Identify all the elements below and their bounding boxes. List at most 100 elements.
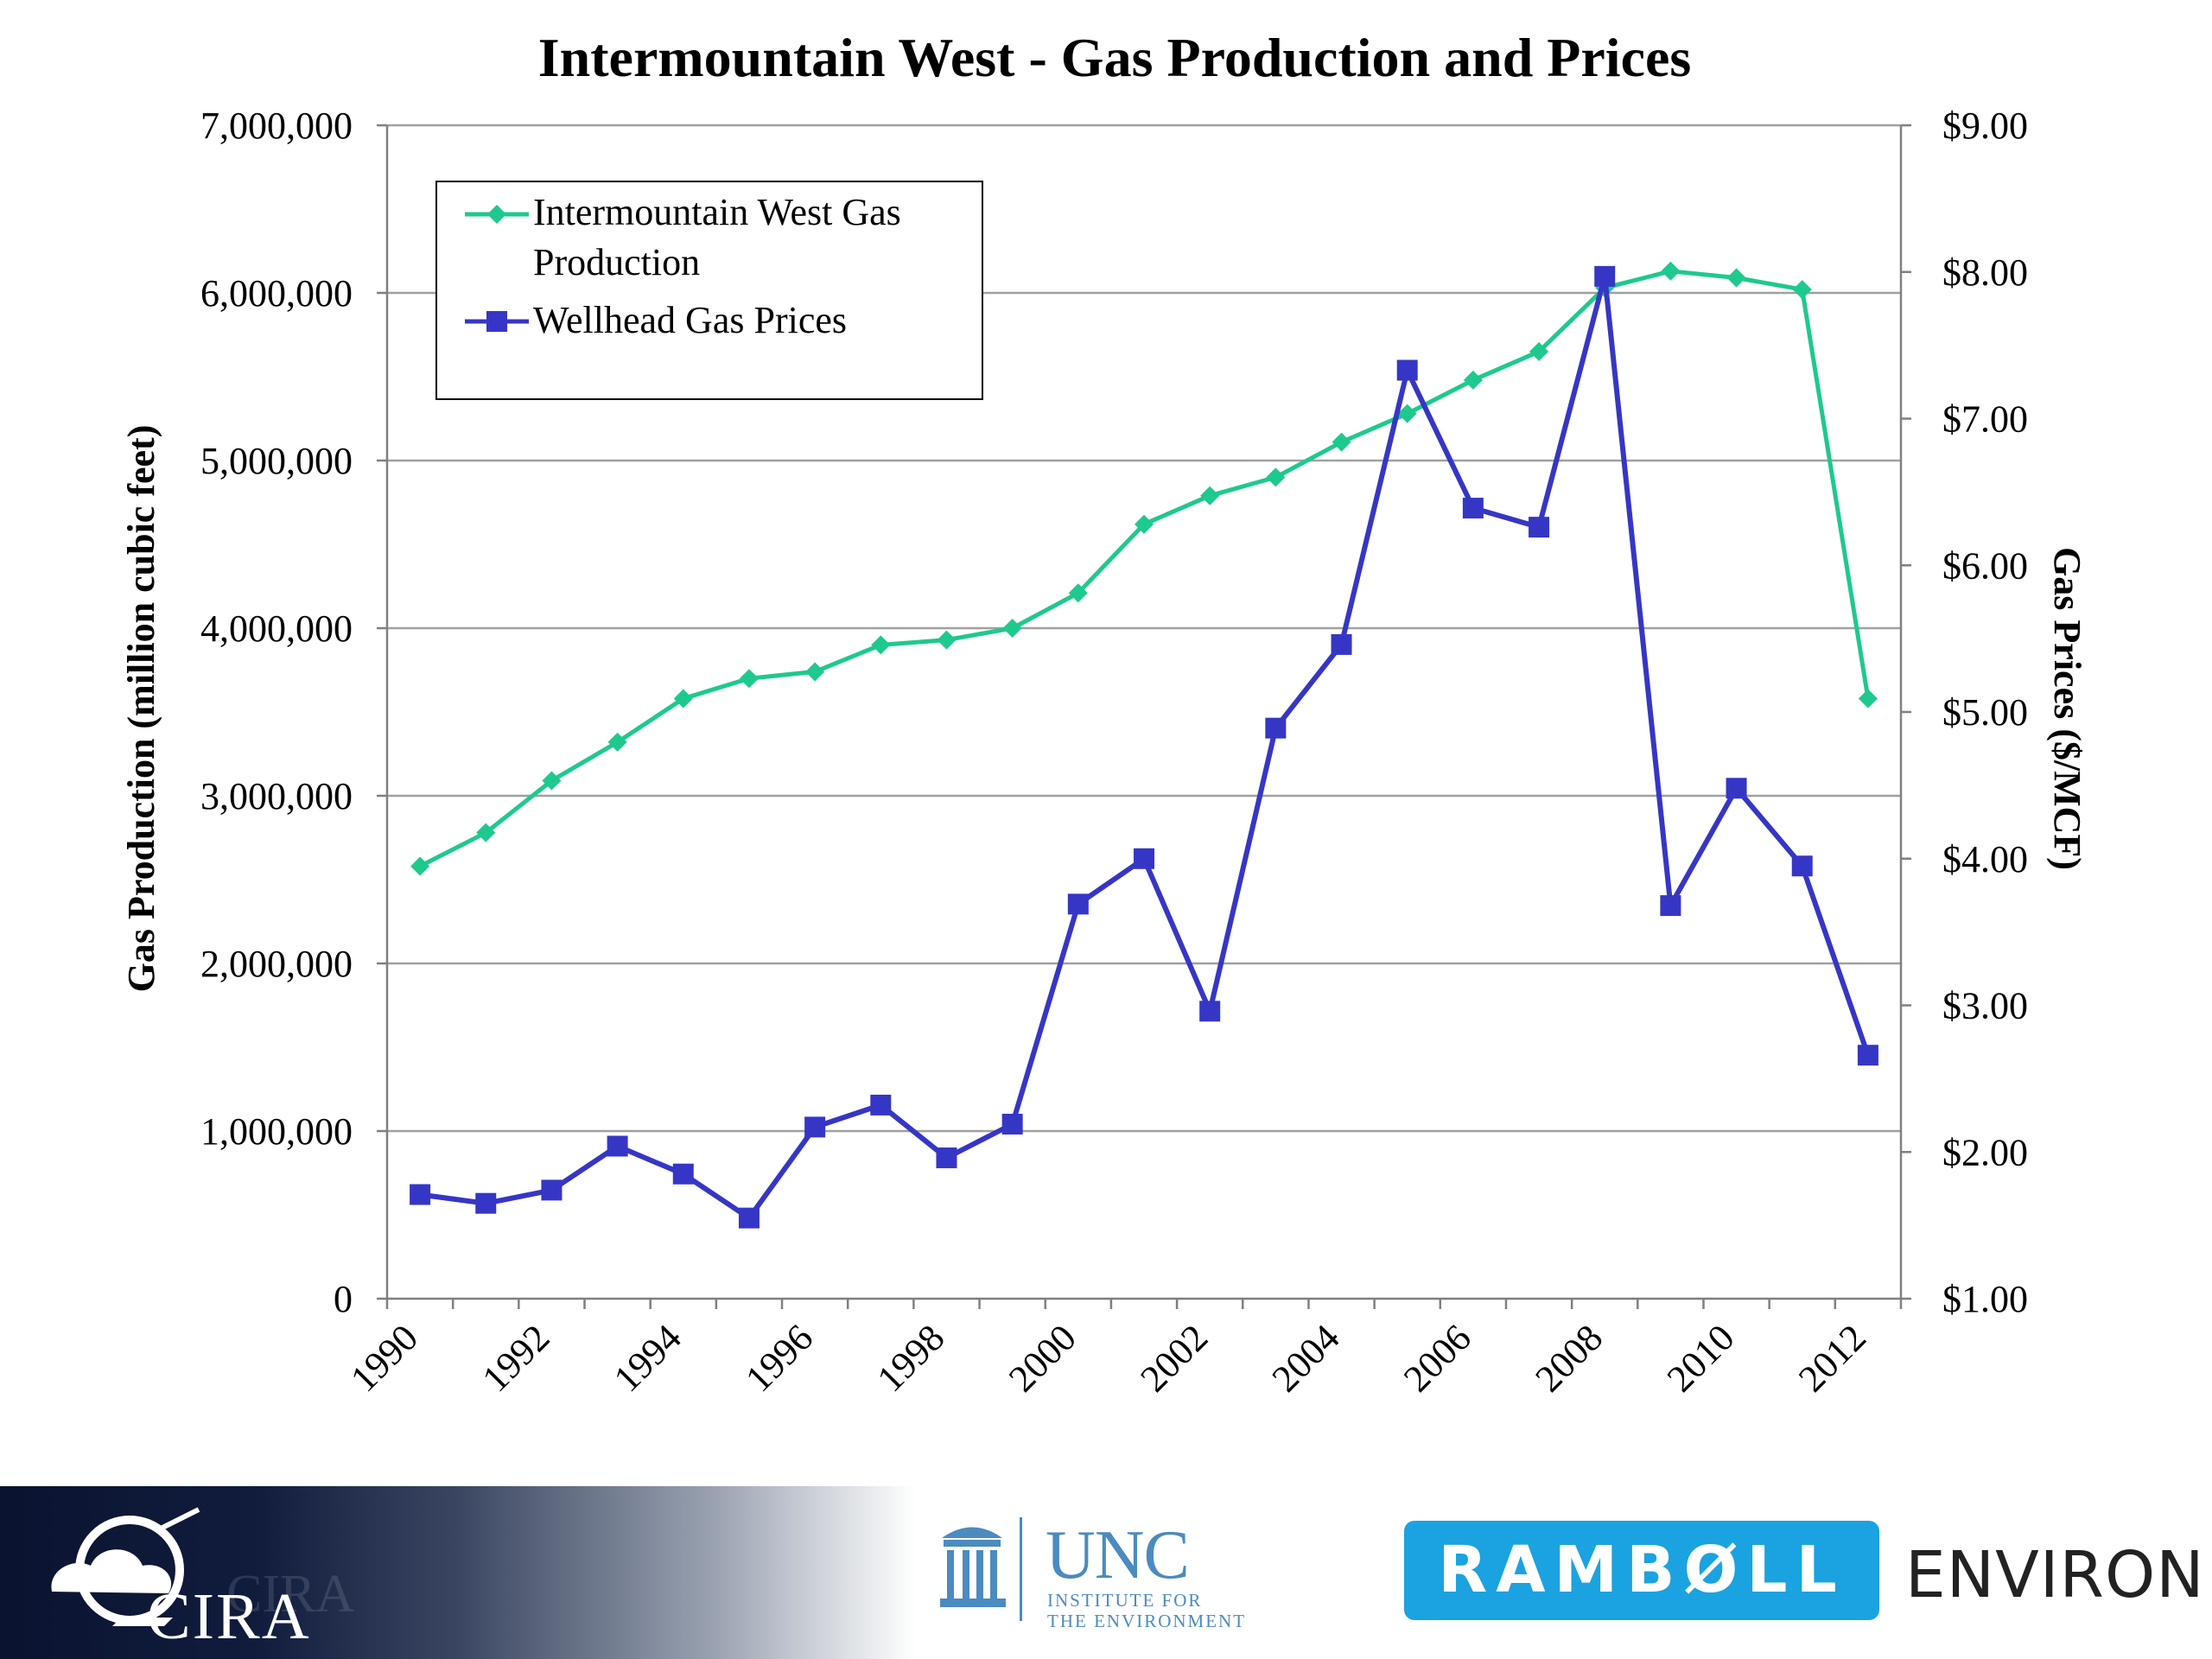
data-point-production (1200, 486, 1220, 505)
legend-label-prices: Wellhead Gas Prices (533, 299, 847, 341)
data-point-production (1529, 341, 1549, 361)
data-point-prices (1594, 265, 1616, 287)
data-point-production (1463, 370, 1483, 390)
series-layer (410, 261, 1878, 1229)
data-point-production (1135, 514, 1154, 534)
ramboll-logo-text: RAMBØLL (1438, 1533, 1846, 1607)
legend-marker-prices (486, 311, 507, 332)
unc-institute-text: INSTITUTE FOR THE ENVIRONMENT (1047, 1590, 1306, 1631)
data-point-prices (1726, 778, 1747, 799)
data-point-prices (672, 1163, 694, 1185)
legend-label-production: Intermountain West Gas (533, 191, 901, 233)
right-tick-label: $2.00 (1942, 1131, 2028, 1173)
data-point-production (476, 823, 496, 842)
data-point-prices (541, 1179, 563, 1201)
legend-box (435, 181, 983, 400)
right-tick-label: $6.00 (1942, 544, 2028, 587)
chart: Intermountain West - Gas Production and … (120, 27, 2088, 1400)
environ-logo-text: ENVIRON (1905, 1538, 2205, 1612)
left-tick-label: 2,000,000 (200, 943, 353, 985)
cira-logo-icon (51, 1507, 200, 1626)
right-tick-label: $8.00 (1942, 251, 2028, 294)
x-tick-label: 2010 (1659, 1316, 1743, 1400)
data-point-prices (804, 1116, 826, 1138)
left-tick-label: 7,000,000 (200, 105, 353, 147)
data-point-prices (1331, 633, 1352, 655)
left-tick-label: 5,000,000 (200, 440, 353, 482)
right-tick-label: $3.00 (1942, 985, 2028, 1027)
right-axis-label: Gas Prices ($/MCF) (2046, 547, 2088, 870)
series-line-prices (419, 273, 1871, 1221)
unc-sub-line2: THE ENVIRONMENT (1047, 1611, 1247, 1631)
data-point-production (1858, 689, 1878, 709)
data-point-prices (1001, 1113, 1023, 1135)
left-axis-label: Gas Production (million cubic feet) (120, 425, 162, 993)
data-point-prices (1396, 359, 1418, 381)
data-point-production (805, 662, 825, 682)
data-point-production (1792, 280, 1812, 300)
data-point-production (607, 732, 627, 752)
data-point-production (1397, 404, 1417, 423)
legend-label-production-line2: Production (533, 241, 700, 283)
data-point-production (1266, 467, 1286, 487)
right-tick-label: $1.00 (1942, 1278, 2028, 1320)
left-tick-label: 1,000,000 (200, 1110, 353, 1153)
data-point-prices (1857, 1045, 1878, 1066)
x-axis-tick-labels: 1990 1992 1994 1996 1998 2000 2002 2004 2006 2008… (342, 1299, 1903, 1400)
left-tick-label: 3,000,000 (200, 775, 353, 817)
data-point-production (1661, 261, 1681, 281)
data-point-production (673, 689, 693, 709)
left-axis-tick-labels: 0 1,000,000 2,000,000 3,000,000 4,000,000 5,0… (200, 105, 387, 1320)
legend-marker-production (487, 205, 506, 224)
x-tick-label: 2002 (1132, 1316, 1216, 1400)
data-point-prices (1529, 517, 1550, 538)
left-tick-label: 6,000,000 (200, 272, 353, 315)
chart-title: Intermountain West - Gas Production and … (538, 27, 1692, 88)
data-point-prices (1134, 848, 1154, 869)
data-point-production (1726, 268, 1746, 288)
x-tick-label: 1990 (342, 1316, 426, 1400)
right-tick-label: $5.00 (1942, 691, 2028, 734)
data-point-prices (1462, 498, 1484, 519)
data-point-prices (1199, 1001, 1221, 1022)
x-tick-label: 1992 (474, 1316, 558, 1400)
ramboll-logo: RAMBØLL (1404, 1521, 1879, 1620)
data-point-production (542, 771, 562, 791)
x-tick-label: 1996 (737, 1316, 821, 1400)
data-point-production (1068, 583, 1088, 603)
right-tick-label: $4.00 (1942, 838, 2028, 880)
x-tick-label: 2006 (1395, 1316, 1479, 1400)
footer-logos: CIRA CIRA UNC INSTITUTE FOR THE ENVIRONM… (0, 1486, 2212, 1659)
data-point-prices (475, 1192, 497, 1214)
left-tick-label: 0 (334, 1278, 353, 1320)
data-point-prices (1265, 717, 1287, 739)
data-point-production (410, 856, 430, 876)
data-point-production (871, 635, 891, 655)
data-point-prices (870, 1094, 892, 1116)
data-point-prices (1067, 893, 1089, 915)
unc-sub-line1: INSTITUTE FOR (1047, 1590, 1203, 1611)
legend: Intermountain West Gas Production Wellhe… (435, 181, 983, 400)
unc-old-well-icon (940, 1517, 1022, 1621)
data-point-prices (410, 1184, 431, 1205)
left-tick-label: 4,000,000 (200, 607, 353, 650)
data-point-prices (1791, 855, 1813, 877)
x-tick-label: 1994 (606, 1316, 690, 1400)
x-tick-label: 2000 (1001, 1316, 1084, 1400)
right-tick-label: $7.00 (1942, 398, 2028, 441)
data-point-prices (607, 1135, 628, 1157)
x-tick-label: 2012 (1790, 1316, 1874, 1400)
data-point-production (1332, 432, 1351, 452)
cira-ghost-text: CIRA (226, 1565, 355, 1624)
data-point-prices (738, 1207, 760, 1229)
data-point-production (1002, 619, 1022, 638)
unc-logo-text: UNC (1046, 1517, 1190, 1593)
data-point-prices (936, 1147, 957, 1169)
data-point-production (739, 669, 759, 689)
right-tick-label: $9.00 (1942, 105, 2028, 147)
right-axis-tick-labels: $1.00 $2.00 $3.00 $4.00 $5.00 $6.00 $7.00 $8.00… (1901, 105, 2028, 1320)
x-tick-label: 1998 (869, 1316, 953, 1400)
x-tick-label: 2004 (1264, 1316, 1348, 1400)
cira-logo-text: CIRA (147, 1580, 311, 1653)
data-point-production (937, 630, 957, 650)
